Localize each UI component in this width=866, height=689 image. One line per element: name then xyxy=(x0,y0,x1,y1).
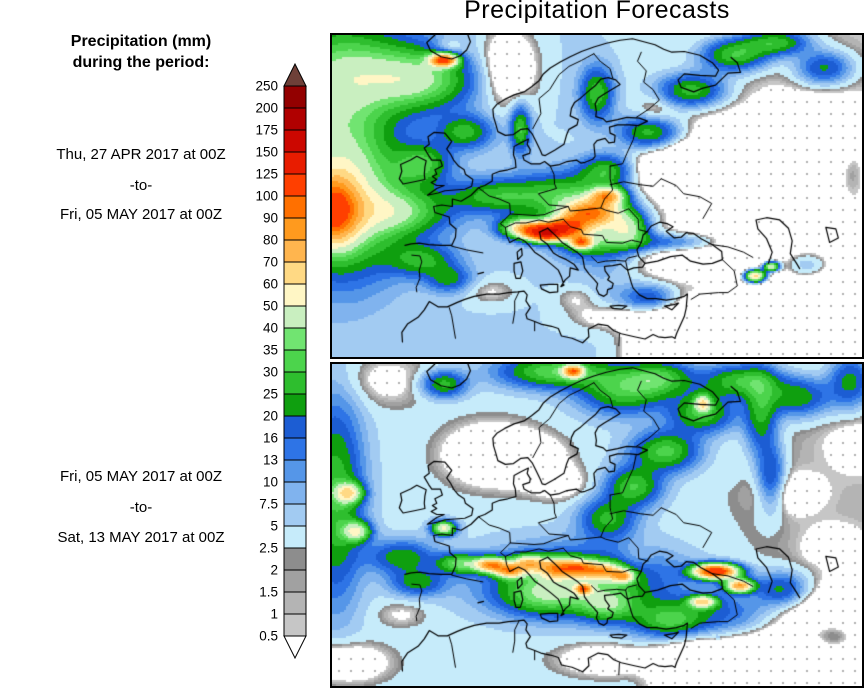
colorbar-label: 16 xyxy=(263,431,278,446)
colorbar-segment xyxy=(283,217,307,241)
colorbar-label: 30 xyxy=(263,365,278,380)
colorbar-label: 7.5 xyxy=(259,497,278,512)
colorbar-label: 250 xyxy=(255,79,278,94)
colorbar-label: 13 xyxy=(263,453,278,468)
colorbar-segment xyxy=(283,305,307,329)
colorbar-label: 90 xyxy=(263,211,278,226)
period-2-start-date: Fri, 05 MAY 2017 at 00Z xyxy=(59,468,223,485)
colorbar-label: 5 xyxy=(270,519,278,534)
colorbar-segment xyxy=(283,173,307,197)
colorbar-segment xyxy=(283,85,307,109)
colorbar-label: 35 xyxy=(263,343,278,358)
colorbar-segment xyxy=(283,371,307,395)
colorbar-label: 80 xyxy=(263,233,278,248)
colorbar-label: 2 xyxy=(270,563,278,578)
colorbar-label: 175 xyxy=(255,123,278,138)
period-2-separator: -to- xyxy=(129,499,153,516)
colorbar-segment xyxy=(283,195,307,219)
colorbar-segment xyxy=(283,283,307,307)
legend-heading-line2: during the period: xyxy=(72,54,210,71)
colorbar-label: 0.5 xyxy=(259,629,278,644)
colorbar-label: 100 xyxy=(255,189,278,204)
colorbar-segment xyxy=(283,591,307,615)
colorbar-segment xyxy=(283,569,307,593)
colorbar-segment xyxy=(283,415,307,439)
colorbar-label: 150 xyxy=(255,145,278,160)
page-title: Precipitation Forecasts xyxy=(464,0,730,24)
colorbar-label: 50 xyxy=(263,299,278,314)
colorbar-segment xyxy=(283,503,307,527)
colorbar-segment xyxy=(283,151,307,175)
map-panel-period-1 xyxy=(330,33,864,359)
legend-heading: Precipitation (mm) during the period: xyxy=(10,31,272,73)
colorbar-underflow-triangle xyxy=(283,635,307,660)
colorbar-segment xyxy=(283,129,307,153)
colorbar-label: 70 xyxy=(263,255,278,270)
colorbar-label: 20 xyxy=(263,409,278,424)
period-2-end-date: Sat, 13 MAY 2017 at 00Z xyxy=(57,529,225,546)
period-1-end-date: Fri, 05 MAY 2017 at 00Z xyxy=(59,206,223,223)
colorbar-segment xyxy=(283,107,307,131)
precipitation-map-period-1 xyxy=(332,35,862,357)
colorbar-segment xyxy=(283,261,307,285)
colorbar-label: 25 xyxy=(263,387,278,402)
colorbar-segment xyxy=(283,393,307,417)
precipitation-map-period-2 xyxy=(332,364,862,686)
colorbar-segment xyxy=(283,239,307,263)
legend-heading-line1: Precipitation (mm) xyxy=(70,33,212,50)
precipitation-colorbar: 2502001751501251009080706050403530252016… xyxy=(255,62,307,660)
colorbar-overflow-triangle xyxy=(283,62,307,87)
colorbar-label: 1 xyxy=(270,607,278,622)
colorbar-segment xyxy=(283,459,307,483)
colorbar-label: 125 xyxy=(255,167,278,182)
period-1-start-date: Thu, 27 APR 2017 at 00Z xyxy=(56,146,226,163)
colorbar-segment xyxy=(283,437,307,461)
colorbar-label: 200 xyxy=(255,101,278,116)
colorbar-segment xyxy=(283,525,307,549)
map-panel-period-2 xyxy=(330,362,864,688)
colorbar-label: 10 xyxy=(263,475,278,490)
colorbar-segment xyxy=(283,613,307,637)
colorbar-segment xyxy=(283,481,307,505)
colorbar-segment xyxy=(283,327,307,351)
colorbar-label: 1.5 xyxy=(259,585,278,600)
colorbar-segment xyxy=(283,547,307,571)
colorbar-label: 60 xyxy=(263,277,278,292)
colorbar-label: 2.5 xyxy=(259,541,278,556)
colorbar-label: 40 xyxy=(263,321,278,336)
period-1-separator: -to- xyxy=(129,177,153,194)
colorbar-segment xyxy=(283,349,307,373)
